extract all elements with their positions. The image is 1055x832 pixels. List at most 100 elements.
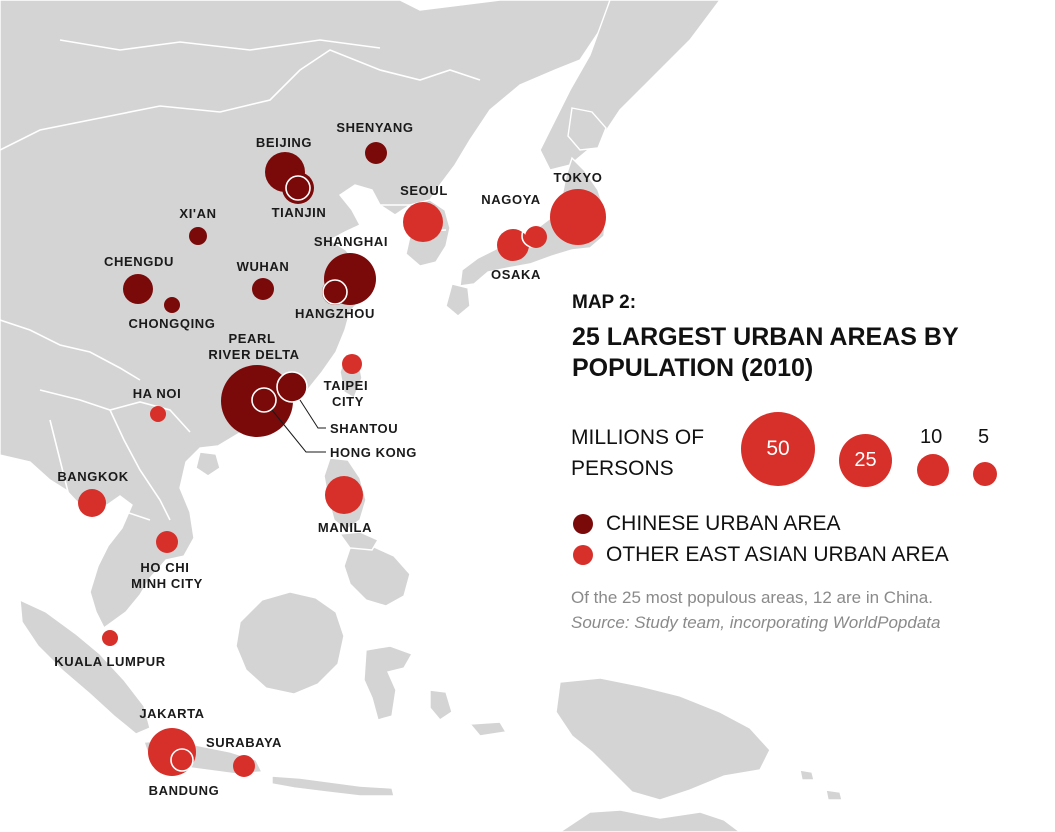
label-beijing: BEIJING xyxy=(256,135,312,150)
label-bandung: BANDUNG xyxy=(149,783,220,798)
label-jakarta: JAKARTA xyxy=(139,706,204,721)
bubble-tokyo[interactable] xyxy=(550,189,606,245)
bubble-wuhan[interactable] xyxy=(252,278,274,300)
bubble-taipei[interactable] xyxy=(342,354,362,374)
size-bubble-50: 50 xyxy=(741,412,815,486)
label-taipei: TAIPEI xyxy=(324,378,369,393)
map-title-line2: POPULATION (2010) xyxy=(572,354,814,382)
border-china-sea-asia xyxy=(39,389,191,433)
label-kuala-lumpur: KUALA LUMPUR xyxy=(54,654,165,669)
label-ho-chi-minh-city: HO CHI MINH CITY xyxy=(131,560,203,591)
border-laos-vietnam xyxy=(109,409,171,521)
label-manila: MANILA xyxy=(318,520,372,535)
label-hong-kong: HONG KONG xyxy=(330,445,417,460)
bubble-kuala-lumpur[interactable] xyxy=(102,630,118,646)
visayas xyxy=(338,531,380,551)
lesser-sunda xyxy=(271,775,395,797)
leader-shantou xyxy=(299,399,326,429)
bubble-ho-chi-minh[interactable] xyxy=(156,531,178,553)
bubble-shantou[interactable] xyxy=(277,372,307,402)
bubble-hong-kong-ring xyxy=(251,387,277,413)
hokkaido xyxy=(567,107,607,151)
bubble-surabaya[interactable] xyxy=(233,755,255,777)
label-city: CITY xyxy=(332,394,364,409)
category-other-label: OTHER EAST ASIAN URBAN AREA xyxy=(606,543,949,566)
label-hangzhou: HANGZHOU xyxy=(295,306,375,321)
bubble-shantou-ring xyxy=(276,371,308,403)
size-legend-label-line1: MILLIONS OF xyxy=(571,426,705,449)
size-legend-label-line2: PERSONS xyxy=(571,457,674,480)
label-tokyo: TOKYO xyxy=(554,170,603,185)
bubble-hangzhou-ring xyxy=(322,279,348,305)
size-value-10: 10 xyxy=(920,426,943,448)
label-pearl-river-delta: PEARL RIVER DELTA xyxy=(208,331,299,362)
border-mongolia-russia xyxy=(59,39,381,51)
sulawesi xyxy=(363,645,414,721)
label-pearl: PEARL xyxy=(228,331,275,346)
label-bangkok: BANGKOK xyxy=(57,469,128,484)
category-chinese: CHINESE URBAN AREA xyxy=(573,512,841,536)
label-osaka: OSAKA xyxy=(491,267,541,282)
bubble-ha-noi[interactable] xyxy=(150,406,166,422)
map-note: Of the 25 most populous areas, 12 are in… xyxy=(571,585,940,635)
label-wuhan: WUHAN xyxy=(237,259,290,274)
city-bubbles xyxy=(78,142,606,777)
size-bubble-25: 25 xyxy=(839,434,892,487)
city-labels: BEIJING TIANJIN SHENYANG XI'AN CHENGDU C… xyxy=(54,120,602,798)
bubble-osaka[interactable] xyxy=(497,229,529,261)
label-minh-city: MINH CITY xyxy=(131,576,203,591)
new-guinea xyxy=(555,677,771,801)
seram xyxy=(468,721,508,737)
pacific-islands xyxy=(799,769,843,801)
label-taipei-city: TAIPEI CITY xyxy=(324,378,373,409)
borneo xyxy=(235,591,345,695)
japan-kyushu xyxy=(445,283,471,317)
label-tianjin: TIANJIN xyxy=(272,205,327,220)
bubble-nagoya[interactable] xyxy=(525,226,547,248)
label-chongqing: CHONGQING xyxy=(128,316,215,331)
bubble-chengdu[interactable] xyxy=(123,274,153,304)
size-bubble-10 xyxy=(917,454,949,486)
bubble-manila[interactable] xyxy=(325,476,363,514)
size-legend-label: MILLIONS OF PERSONS xyxy=(571,422,741,484)
sumatra xyxy=(19,598,151,735)
category-chinese-dot xyxy=(573,514,593,534)
map-number: MAP 2: xyxy=(572,292,637,313)
map-title-line1: 25 LARGEST URBAN AREAS BY xyxy=(572,323,959,351)
label-surabaya: SURABAYA xyxy=(206,735,282,750)
maluku xyxy=(429,689,453,721)
border-china-india xyxy=(0,319,141,381)
bubble-shenyang[interactable] xyxy=(365,142,387,164)
bubble-xian[interactable] xyxy=(189,227,207,245)
map-title: 25 LARGEST URBAN AREAS BY POPULATION (20… xyxy=(572,322,1012,384)
category-chinese-label: CHINESE URBAN AREA xyxy=(606,512,841,535)
label-shanghai: SHANGHAI xyxy=(314,234,388,249)
border-thailand-myanmar xyxy=(49,419,91,561)
category-other: OTHER EAST ASIAN URBAN AREA xyxy=(573,543,949,567)
bubble-seoul[interactable] xyxy=(403,202,443,242)
mindanao xyxy=(343,545,411,607)
category-other-dot xyxy=(573,545,593,565)
border-china-mongolia xyxy=(0,49,481,151)
label-seoul: SEOUL xyxy=(400,183,448,198)
bubble-bangkok[interactable] xyxy=(78,489,106,517)
label-chengdu: CHENGDU xyxy=(104,254,174,269)
bubble-hangzhou[interactable] xyxy=(322,279,348,305)
label-shantou: SHANTOU xyxy=(330,421,398,436)
label-river-delta: RIVER DELTA xyxy=(208,347,299,362)
map-source: Source: Study team, incorporating WorldP… xyxy=(571,613,941,632)
bubble-chongqing[interactable] xyxy=(164,297,180,313)
hainan xyxy=(195,451,221,477)
label-ha-noi: HA NOI xyxy=(133,386,182,401)
bubble-jakarta[interactable] xyxy=(148,728,196,776)
label-xian: XI'AN xyxy=(179,206,216,221)
bubble-bandung-ring xyxy=(170,748,194,772)
land-layer xyxy=(0,0,843,832)
size-bubble-5 xyxy=(973,462,997,486)
label-nagoya: NAGOYA xyxy=(481,192,540,207)
leader-lines xyxy=(271,399,326,453)
bubble-pearl-river-delta[interactable] xyxy=(221,365,293,437)
label-ho-chi: HO CHI xyxy=(140,560,189,575)
map-note-text: Of the 25 most populous areas, 12 are in… xyxy=(571,588,933,607)
